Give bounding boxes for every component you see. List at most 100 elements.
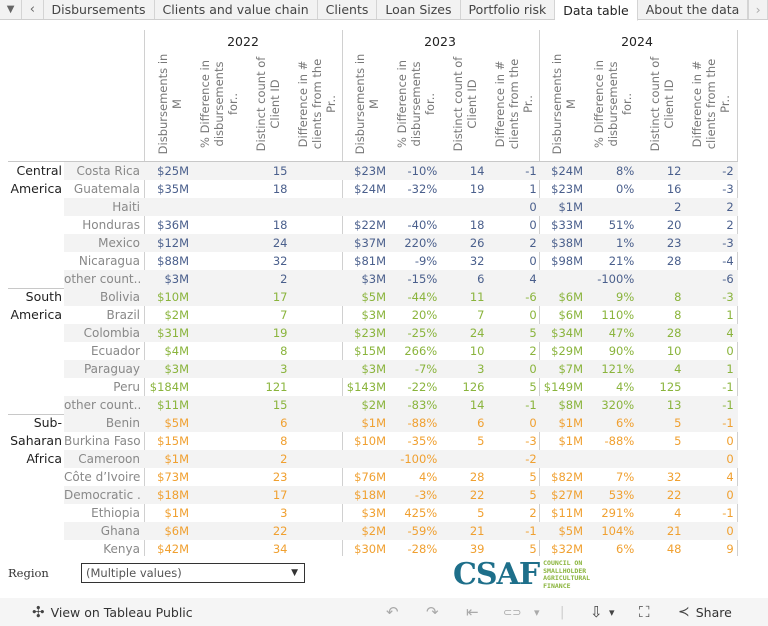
share-button[interactable]: ≺ Share (678, 604, 732, 620)
column-header-label: Disbursements in M (352, 53, 381, 155)
column-header[interactable]: % Difference in disbursements for.. (588, 52, 637, 156)
region-label: America (10, 181, 62, 196)
table-cell: -2 (525, 452, 537, 466)
column-header[interactable]: Disbursements in M (539, 52, 588, 156)
table-cell: -59% (407, 524, 438, 538)
table-cell: -3 (722, 182, 734, 196)
table-cell: 6 (280, 416, 288, 430)
column-header[interactable]: % Difference in disbursements for.. (391, 52, 440, 156)
table-cell: $36M (157, 218, 189, 232)
column-header[interactable]: Distinct count of Client ID (441, 52, 490, 156)
table-cell: -88% (407, 416, 438, 430)
table-cell: 19 (469, 182, 485, 196)
table-cell: 0 (726, 488, 734, 502)
tab-prev-button[interactable]: ‹ (22, 0, 44, 19)
region-label: Central (16, 163, 62, 178)
country-label: Ecuador (90, 344, 140, 358)
tab-menu-button[interactable]: ▼ (0, 0, 23, 19)
undo-icon[interactable]: ↶ (386, 603, 399, 621)
column-header[interactable]: Disbursements in M (342, 52, 391, 156)
country-label: Bolivia (99, 290, 140, 304)
column-header-label: Difference in # clients from the Pr.. (690, 58, 733, 150)
table-cell: $184M (149, 380, 189, 394)
country-label: other count.. (64, 272, 140, 286)
table-cell: 2 (280, 272, 288, 286)
column-header-label: Difference in # clients from the Pr.. (296, 58, 339, 150)
table-cell: $6M (558, 290, 583, 304)
dropdown-caret-icon: ▼ (291, 568, 298, 578)
region-filter-select[interactable]: (Multiple values) ▼ (81, 563, 305, 583)
table-cell: 21% (608, 254, 635, 268)
table-cell: 126 (462, 380, 485, 394)
table-cell: 0% (616, 182, 635, 196)
table-cell: $24M (551, 164, 583, 178)
table-cell: 22 (272, 524, 288, 538)
download-icon[interactable]: ⇩ (590, 603, 603, 621)
tab-clients[interactable]: Clients (318, 0, 378, 19)
table-cell: $29M (551, 344, 583, 358)
table-cell: 16 (666, 182, 682, 196)
column-header[interactable]: Difference in # clients from the Pr.. (293, 52, 342, 156)
pause-updates-icon[interactable]: ⊂⊃ (503, 605, 522, 619)
table-cell: 20% (411, 308, 438, 322)
table-row (64, 450, 738, 468)
table-cell: $32M (551, 542, 583, 556)
table-cell: 220% (404, 236, 438, 250)
column-header[interactable]: Distinct count of Client ID (244, 52, 293, 156)
table-cell: 23 (666, 236, 682, 250)
country-label: Ethiopia (91, 506, 140, 520)
header-divider (8, 161, 738, 162)
table-cell: 6 (477, 272, 485, 286)
column-header[interactable]: Distinct count of Client ID (638, 52, 687, 156)
table-cell: -9% (414, 254, 438, 268)
revert-icon[interactable]: ⇤ (466, 603, 479, 621)
tab-next-button[interactable]: › (748, 0, 768, 19)
view-on-tableau-public-link[interactable]: ✣ View on Tableau Public (32, 603, 193, 621)
fullscreen-icon[interactable]: ⛶ (639, 603, 650, 621)
table-cell: -3 (722, 290, 734, 304)
region-filter-value: (Multiple values) (86, 566, 182, 580)
table-cell: 4 (726, 326, 734, 340)
country-label: Benin (105, 416, 140, 430)
country-label: Peru (113, 380, 140, 394)
pause-dropdown-icon[interactable]: ▾ (534, 605, 540, 619)
table-row (64, 162, 738, 180)
tab-data-table[interactable]: Data table (555, 0, 638, 21)
country-label: other count.. (64, 398, 140, 412)
table-cell: $1M (558, 416, 583, 430)
table-cell: -83% (407, 398, 438, 412)
table-cell: 0 (726, 434, 734, 448)
table-cell: -22% (407, 380, 438, 394)
column-header[interactable]: Difference in # clients from the Pr.. (490, 52, 539, 156)
table-cell: -15% (407, 272, 438, 286)
toolbar-divider: | (560, 604, 565, 620)
table-cell: $3M (361, 362, 386, 376)
column-header[interactable]: Disbursements in M (145, 52, 194, 156)
column-header[interactable]: Difference in # clients from the Pr.. (687, 52, 736, 156)
table-cell: 24 (469, 326, 485, 340)
tab-clients-value-chain[interactable]: Clients and value chain (155, 0, 318, 19)
table-cell: -40% (407, 218, 438, 232)
table-row (64, 288, 738, 306)
tableau-toolbar: ✣ View on Tableau Public ↶ ↷ ⇤ ⊂⊃ ▾ | ⇩ … (0, 598, 768, 626)
table-cell: $5M (361, 290, 386, 304)
download-dropdown-icon[interactable]: ▾ (609, 605, 615, 619)
table-cell: 4 (674, 362, 682, 376)
tab-loan-sizes[interactable]: Loan Sizes (377, 0, 461, 19)
table-cell: 7 (477, 308, 485, 322)
table-cell: 5 (674, 416, 682, 430)
table-row (64, 324, 738, 342)
tab-about-the-data[interactable]: About the data (638, 0, 749, 19)
column-header-label: Difference in # clients from the Pr.. (493, 58, 536, 150)
table-cell: $23M (551, 182, 583, 196)
tab-disbursements[interactable]: Disbursements (44, 0, 155, 19)
column-header[interactable]: % Difference in disbursements for.. (194, 52, 243, 156)
table-cell: $1M (164, 452, 189, 466)
tab-portfolio-risk[interactable]: Portfolio risk (461, 0, 556, 19)
table-cell: 8 (674, 308, 682, 322)
year-header: 2024 (621, 34, 653, 49)
table-cell: 32 (272, 254, 288, 268)
redo-icon[interactable]: ↷ (426, 603, 439, 621)
table-cell: 104% (601, 524, 635, 538)
table-cell: 53% (608, 488, 635, 502)
